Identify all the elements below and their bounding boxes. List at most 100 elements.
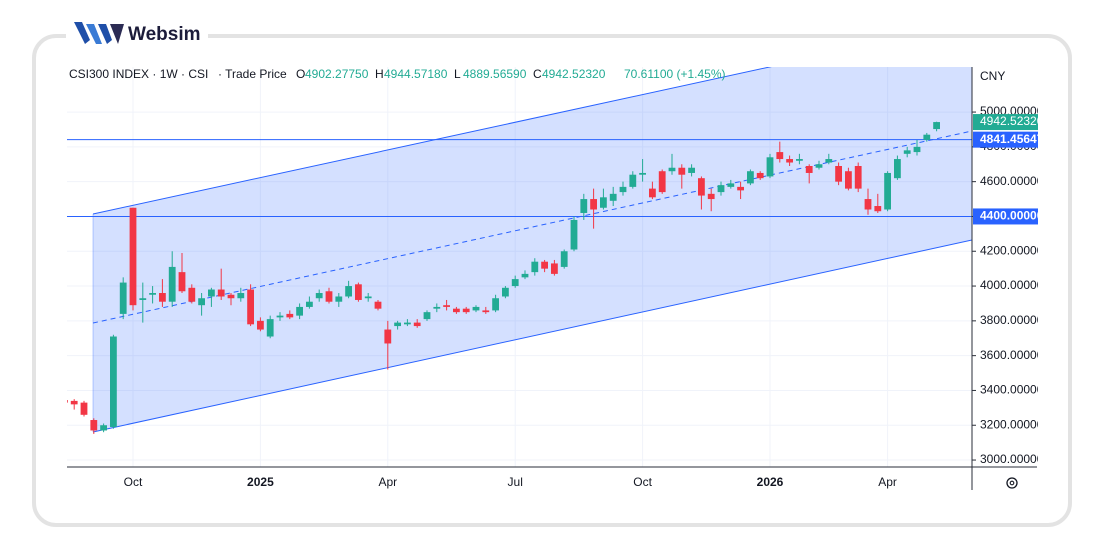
- ohlc-value: 4902.27750: [305, 67, 369, 81]
- candle-body: [433, 306, 441, 309]
- candle-body: [776, 152, 784, 160]
- settings-button[interactable]: [1006, 477, 1018, 489]
- logo-stroke: [98, 24, 112, 44]
- channel-upper: [92, 67, 772, 215]
- candle-body: [894, 159, 901, 179]
- candle-body: [786, 159, 793, 163]
- candle-body: [854, 165, 862, 189]
- candle-body: [698, 178, 705, 196]
- candle-body: [394, 322, 401, 327]
- ohlc-key: L: [454, 67, 461, 81]
- logo-stroke: [74, 22, 90, 44]
- candle-body: [727, 183, 735, 187]
- candle-body: [756, 172, 764, 179]
- candle-body: [707, 193, 715, 200]
- candle-body: [247, 289, 254, 325]
- x-tick-label: Oct: [633, 475, 652, 489]
- candle-body: [90, 420, 98, 431]
- candle-body: [453, 308, 460, 313]
- candle-body: [266, 319, 274, 337]
- candle-body: [551, 263, 558, 274]
- candle-body: [492, 298, 499, 311]
- candles: [67, 121, 940, 434]
- y-tick-label: 3200.00000: [980, 417, 1044, 431]
- x-tick-label: 2025: [247, 475, 274, 489]
- candle-body: [198, 298, 205, 306]
- candle-body: [286, 313, 294, 318]
- change: 70.61100 (+1.45%): [624, 67, 726, 81]
- candle-body: [462, 308, 470, 313]
- candle-body: [531, 261, 539, 273]
- channel-lower: [92, 239, 972, 433]
- ohlc-value: 4942.52320: [542, 67, 606, 81]
- candle-body: [502, 287, 509, 297]
- candle-body: [717, 185, 725, 193]
- candle-body: [511, 279, 519, 287]
- last-price-tag: [973, 114, 1038, 131]
- candle-body: [188, 287, 196, 302]
- gear-icon[interactable]: [1006, 477, 1018, 489]
- candle-body: [923, 134, 931, 140]
- candle-body: [688, 167, 695, 173]
- gear-center[interactable]: [1009, 480, 1015, 486]
- ohlc-key: C: [533, 67, 542, 81]
- y-tick-label: 3000.00000: [980, 452, 1044, 466]
- x-tick-label: 2026: [757, 475, 784, 489]
- price-lines: [67, 139, 972, 217]
- ohlc-key: O: [296, 67, 305, 81]
- candle-body: [609, 193, 617, 201]
- logo-stroke: [86, 24, 102, 44]
- y-tick-label: 4600.00000: [980, 174, 1044, 188]
- price-axis: 3000.00000 3200.00000 3400.00000 3600.00000…: [972, 104, 1044, 466]
- candle-body: [149, 293, 156, 295]
- x-tick-label: Apr: [378, 475, 397, 489]
- brand-name: Websim: [128, 24, 201, 45]
- candle-body: [629, 174, 637, 187]
- candle-body: [119, 282, 127, 314]
- candle-body: [443, 305, 450, 307]
- candle-body: [805, 165, 813, 173]
- candle-body: [110, 336, 117, 427]
- symbol: CSI300 INDEX · 1W · CSI: [69, 67, 208, 81]
- price-line-label: 4841.45647: [980, 132, 1044, 146]
- candle-body: [139, 298, 147, 300]
- x-tick-label: Oct: [124, 475, 143, 489]
- channel-fill: [93, 67, 972, 432]
- candle-body: [355, 284, 362, 300]
- logo-stroke: [110, 24, 124, 44]
- ohlc-value: 4944.57180: [384, 67, 448, 81]
- ohlc-key: H: [375, 67, 384, 81]
- price-line-label: 4400.00000: [980, 209, 1044, 223]
- candle-body: [80, 402, 88, 415]
- candle-body: [600, 197, 607, 208]
- candle-body: [884, 172, 891, 210]
- candle-body: [159, 293, 166, 302]
- candle-body: [766, 157, 774, 177]
- candle-body: [845, 171, 852, 189]
- candle-body: [237, 293, 245, 299]
- candle-body: [296, 306, 303, 316]
- candle-body: [933, 122, 940, 130]
- candle-body: [864, 199, 872, 210]
- candle-body: [306, 301, 313, 307]
- y-tick-label: 4200.00000: [980, 243, 1044, 257]
- candle-body: [560, 251, 568, 267]
- candle-body: [227, 294, 235, 299]
- candle-body: [482, 310, 490, 313]
- candle-body: [874, 206, 882, 212]
- candle-body: [168, 266, 176, 302]
- candle-body: [913, 146, 921, 153]
- candle-body: [472, 306, 480, 311]
- candle-body: [796, 159, 803, 161]
- candle-body: [374, 301, 382, 309]
- channel-median: [92, 130, 972, 324]
- y-tick-label: 3400.00000: [980, 383, 1044, 397]
- candle-body: [384, 329, 392, 344]
- candle-body: [747, 171, 754, 184]
- logo-icon: [74, 22, 124, 44]
- candle-body: [678, 167, 686, 175]
- candle-body: [737, 186, 744, 191]
- candle-body: [257, 320, 264, 330]
